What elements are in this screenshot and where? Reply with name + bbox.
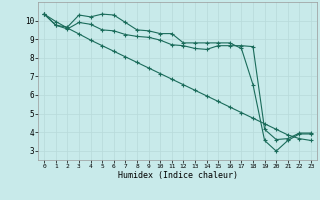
X-axis label: Humidex (Indice chaleur): Humidex (Indice chaleur) (118, 171, 238, 180)
